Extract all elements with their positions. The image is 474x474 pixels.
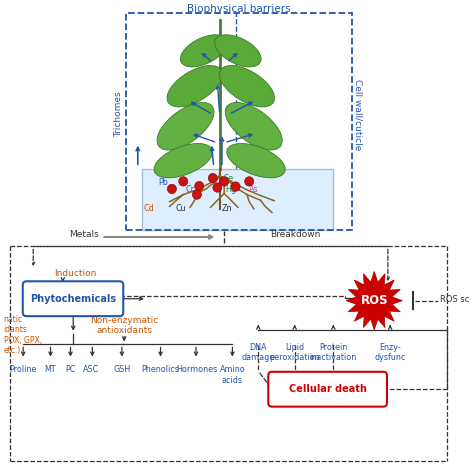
Circle shape: [208, 173, 218, 183]
Text: DNA
damage: DNA damage: [242, 343, 275, 363]
Polygon shape: [346, 272, 402, 330]
Text: Cell wall/cuticle: Cell wall/cuticle: [354, 79, 363, 150]
Text: Phenolics: Phenolics: [142, 365, 180, 374]
Circle shape: [192, 190, 201, 199]
Text: natic
idants
POX, GPX,
etc.): natic idants POX, GPX, etc.): [4, 315, 42, 355]
Text: Hg: Hg: [226, 185, 237, 194]
Text: Enzy-
dysfunc: Enzy- dysfunc: [374, 343, 406, 363]
Circle shape: [213, 183, 222, 192]
Text: Proline: Proline: [9, 365, 37, 374]
Text: Metals: Metals: [69, 230, 99, 239]
Text: Phytochemicals: Phytochemicals: [30, 294, 116, 304]
Text: Induction: Induction: [54, 269, 96, 278]
Bar: [142, 169, 333, 230]
Ellipse shape: [219, 65, 274, 107]
Text: ROS sc: ROS sc: [440, 295, 470, 304]
Text: Zn: Zn: [221, 204, 232, 213]
Ellipse shape: [181, 35, 227, 67]
Text: MT: MT: [45, 365, 56, 374]
Text: Lipid
peroxidation: Lipid peroxidation: [269, 343, 320, 363]
Text: Se: Se: [224, 173, 234, 182]
Text: As: As: [249, 185, 258, 194]
Ellipse shape: [167, 65, 222, 107]
Text: Protein
inactivation: Protein inactivation: [310, 343, 357, 363]
Ellipse shape: [225, 102, 282, 150]
Bar: [127, 13, 352, 230]
Circle shape: [219, 177, 229, 186]
Text: GSH: GSH: [113, 365, 130, 374]
Circle shape: [245, 177, 254, 186]
Text: Breakdown: Breakdown: [270, 230, 320, 239]
Text: ASC: ASC: [83, 365, 100, 374]
Ellipse shape: [154, 144, 212, 178]
Text: Hormones: Hormones: [176, 365, 218, 374]
Ellipse shape: [215, 35, 261, 67]
Ellipse shape: [157, 102, 214, 150]
Circle shape: [195, 182, 204, 191]
Text: Amino
acids: Amino acids: [219, 365, 245, 384]
Text: Biophysical barriers: Biophysical barriers: [187, 4, 291, 14]
FancyBboxPatch shape: [268, 372, 387, 407]
FancyBboxPatch shape: [23, 281, 123, 316]
Text: Non-enzymatic
antioxidants: Non-enzymatic antioxidants: [90, 316, 158, 335]
Text: Pb: Pb: [158, 178, 168, 187]
Text: PC: PC: [65, 365, 76, 374]
Circle shape: [179, 177, 188, 186]
Circle shape: [231, 182, 240, 191]
Ellipse shape: [227, 144, 285, 178]
Text: ROS: ROS: [360, 294, 388, 307]
Text: Trichomes: Trichomes: [114, 91, 123, 137]
Circle shape: [167, 184, 176, 194]
Text: Cu: Cu: [176, 204, 186, 213]
Text: Cellular death: Cellular death: [289, 384, 366, 394]
Text: Cd: Cd: [144, 204, 155, 213]
Text: Cr: Cr: [186, 185, 195, 194]
